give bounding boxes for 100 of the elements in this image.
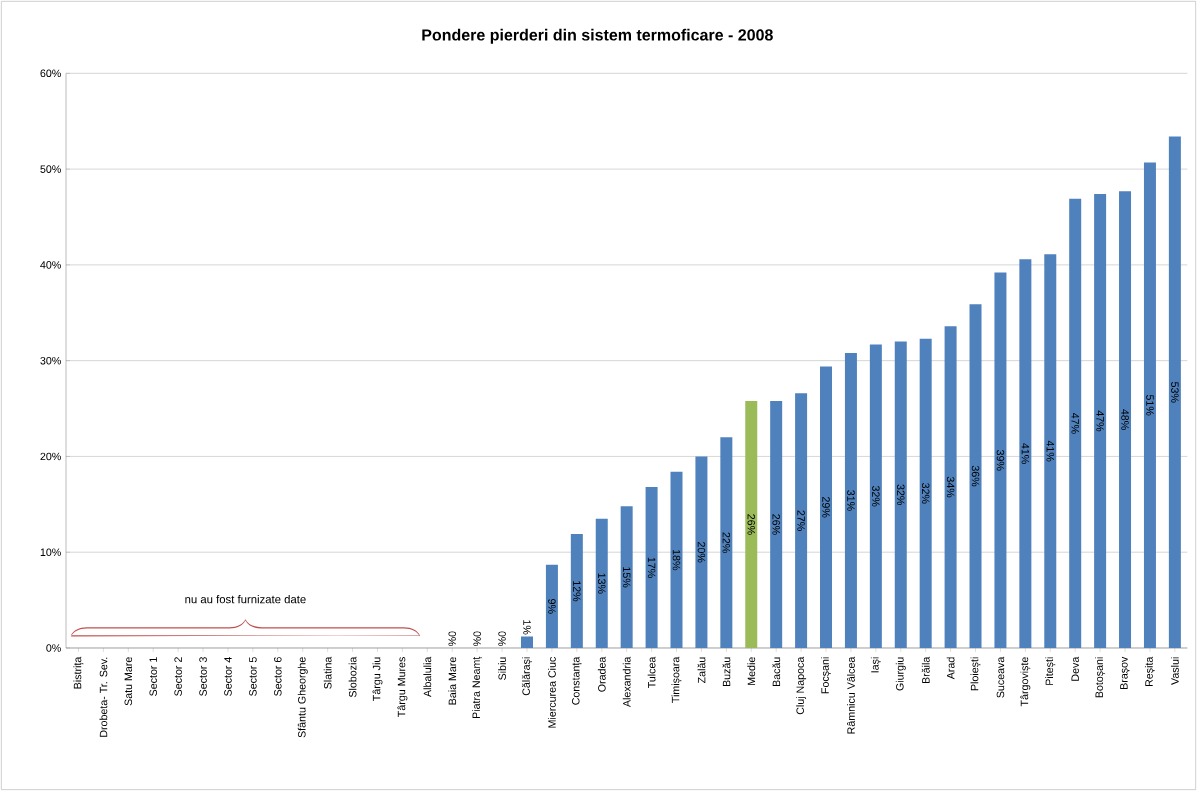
data-label: 29% xyxy=(822,497,830,518)
data-label: 53% xyxy=(1171,382,1179,403)
x-tick-label: Slobozia xyxy=(348,656,357,698)
x-tick-label: Vaslui xyxy=(1170,657,1179,685)
x-tick-label: Sibiu xyxy=(498,657,506,680)
x-tick-label: Oradea xyxy=(597,656,606,692)
bar xyxy=(645,487,658,648)
bar xyxy=(1019,259,1032,648)
data-label: 1% xyxy=(523,620,531,635)
data-label: 0% xyxy=(448,631,457,646)
y-tick-label: 60% xyxy=(40,69,61,78)
x-tick-label: Botoșani xyxy=(1095,657,1106,698)
x-tick-label: Sector 2 xyxy=(174,657,182,696)
bar xyxy=(521,636,533,648)
data-label: 39% xyxy=(996,449,1005,471)
data-label: 41% xyxy=(1021,443,1030,464)
bar xyxy=(745,400,758,648)
x-tick-label: Satu Mare xyxy=(124,657,133,706)
x-tick-label: Timișoara xyxy=(671,656,682,703)
data-label: 20% xyxy=(697,542,706,563)
data-label: 13% xyxy=(597,573,606,594)
x-tick-label: Sector 4 xyxy=(224,657,232,696)
x-tick-label: Constanța xyxy=(571,656,582,705)
x-tick-label: Drobeta- Tr. Sev. xyxy=(99,657,108,737)
y-tick-label: 50% xyxy=(40,165,61,173)
data-label: 15% xyxy=(622,567,631,588)
x-tick-label: Pitești xyxy=(1045,657,1056,685)
x-tick-label: Miercurea Ciuc xyxy=(547,656,556,728)
bar xyxy=(969,304,982,648)
x-tick-label: Bacău xyxy=(772,657,781,687)
y-tick-label: 0% xyxy=(46,644,61,652)
x-tick-label: Sector 6 xyxy=(274,657,282,696)
x-tick-label: Albalulia xyxy=(423,656,432,697)
bar xyxy=(795,393,808,648)
data-label: 31% xyxy=(847,490,855,511)
x-tick-label: Cluj Napoca xyxy=(796,656,807,715)
data-label: 36% xyxy=(971,465,980,487)
bar xyxy=(1069,198,1082,648)
data-label: 41% xyxy=(1046,440,1055,462)
y-tick-label: 30% xyxy=(40,356,61,365)
data-label: 47% xyxy=(1071,412,1079,434)
data-label: 9% xyxy=(548,599,556,614)
data-label: 48% xyxy=(1121,409,1129,430)
x-tick-label: Medie xyxy=(747,657,756,685)
bar xyxy=(1168,136,1181,648)
bar xyxy=(570,534,583,648)
bar xyxy=(1094,194,1107,648)
x-tick-label: Brăila xyxy=(921,656,930,684)
data-label: 32% xyxy=(896,484,905,506)
bar xyxy=(695,456,708,648)
y-tick-label: 20% xyxy=(40,452,61,461)
chart-title: Pondere pierderi din sistem termoficare - 2008 xyxy=(422,28,773,44)
x-tick-label: Târgu Mures xyxy=(397,657,408,717)
bar xyxy=(720,437,733,648)
data-label: 34% xyxy=(946,476,955,498)
x-tick-label: Zalău xyxy=(697,657,706,684)
x-tick-label: Târgoviște xyxy=(1020,657,1031,707)
data-label: 0% xyxy=(498,631,506,646)
bar xyxy=(670,471,683,648)
x-tick-label: Sfântu Gheorghe xyxy=(297,657,308,738)
x-tick-label: Alexandria xyxy=(622,656,631,708)
x-tick-label: Călărași xyxy=(521,657,533,696)
x-tick-label: Buzău xyxy=(722,657,731,687)
data-label: 32% xyxy=(921,483,930,504)
data-label: 26% xyxy=(747,514,756,535)
bar xyxy=(620,506,633,648)
x-tick-label: Focșani xyxy=(821,657,832,694)
x-tick-label: Giurgiu xyxy=(895,657,906,691)
bar xyxy=(770,400,783,648)
data-label: 22% xyxy=(722,532,731,553)
x-tick-label: Sector 3 xyxy=(199,657,207,696)
x-tick-label: Tulcea xyxy=(647,656,656,689)
x-tick-label: Sector 1 xyxy=(149,657,157,696)
bar xyxy=(1119,191,1132,648)
x-tick-label: Arad xyxy=(946,657,955,680)
x-tick-label: Târgu Jiu xyxy=(372,657,383,701)
data-label: 32% xyxy=(872,485,880,507)
bar xyxy=(844,352,857,648)
bar xyxy=(919,338,932,648)
x-tick-label: Iași xyxy=(870,657,881,673)
bar xyxy=(944,326,957,648)
bar xyxy=(869,344,882,648)
bar xyxy=(545,564,558,648)
annotation: nu au fost furnizate date xyxy=(185,594,306,604)
bar xyxy=(994,272,1007,648)
x-tick-label: Suceava xyxy=(996,656,1005,698)
x-tick-label: Bistrița xyxy=(73,656,84,689)
bar xyxy=(1044,254,1057,648)
data-label: 51% xyxy=(1146,394,1154,416)
y-tick-label: 10% xyxy=(40,548,61,556)
data-label: 26% xyxy=(772,514,780,535)
bar xyxy=(595,518,608,648)
x-tick-label: Deva xyxy=(1071,656,1079,681)
x-tick-label: Slatina xyxy=(323,656,332,689)
bar xyxy=(1143,162,1156,648)
x-tick-label: Brașov xyxy=(1120,656,1130,690)
data-label: 0% xyxy=(473,631,481,646)
bar xyxy=(894,341,907,648)
x-tick-label: Râmnicu Vâlcea xyxy=(847,656,855,734)
x-tick-label: Baia Mare xyxy=(448,657,457,705)
